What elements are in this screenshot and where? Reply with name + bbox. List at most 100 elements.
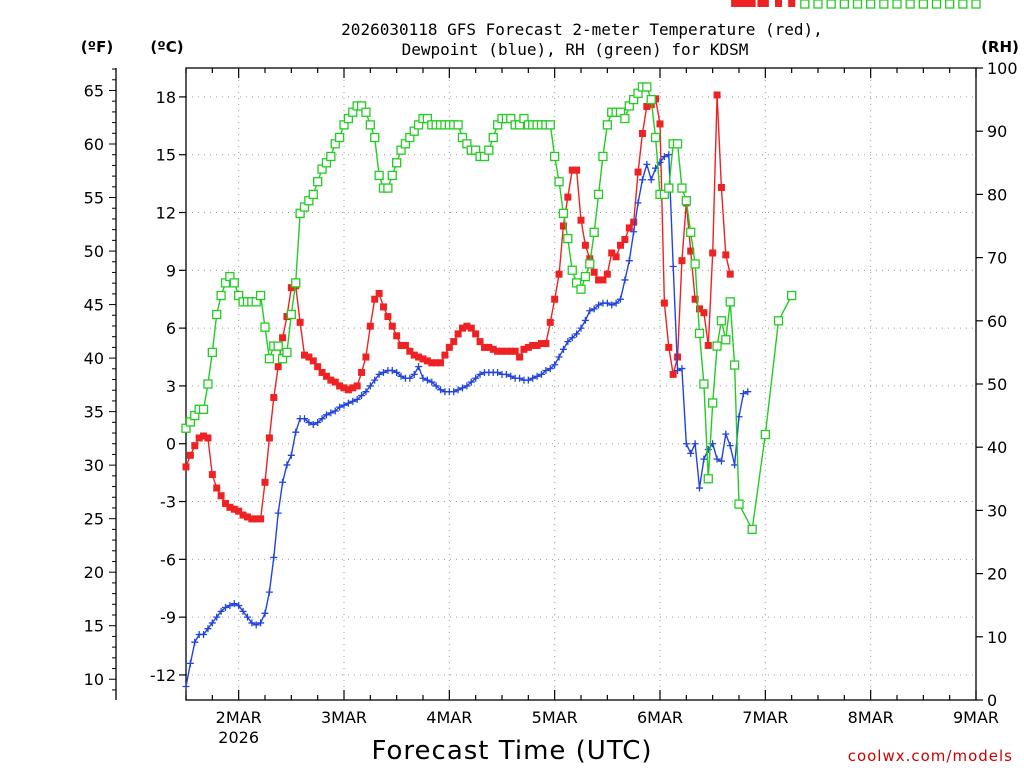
data-point xyxy=(318,368,326,376)
data-point xyxy=(699,379,709,389)
data-point xyxy=(292,428,300,436)
celsius-axis: 18 15 12 9 6 3 0 -3 -6 -9 -12 xyxy=(150,88,186,685)
data-point xyxy=(305,419,313,427)
data-point xyxy=(287,284,295,292)
data-point xyxy=(282,347,292,358)
data-point xyxy=(226,602,234,610)
data-point xyxy=(498,347,506,355)
data-point xyxy=(191,638,199,646)
data-point xyxy=(340,401,348,409)
data-point xyxy=(450,338,458,346)
data-point xyxy=(191,442,199,450)
data-point xyxy=(358,368,366,376)
data-point xyxy=(721,335,731,345)
data-point xyxy=(918,0,928,9)
data-point xyxy=(558,208,569,219)
data-point xyxy=(617,241,624,249)
data-point xyxy=(580,271,591,282)
data-point xyxy=(291,278,301,288)
data-point xyxy=(239,607,247,615)
data-point xyxy=(581,316,589,324)
data-point xyxy=(230,600,238,608)
data-point xyxy=(358,392,366,400)
data-point xyxy=(511,347,519,355)
data-point xyxy=(533,341,541,349)
data-point xyxy=(366,322,374,330)
data-point xyxy=(441,351,449,359)
data-point xyxy=(813,0,823,9)
data-point xyxy=(208,619,216,627)
data-point xyxy=(374,170,384,181)
rh-tick-label: 50 xyxy=(987,375,1007,394)
data-point xyxy=(445,343,453,351)
data-point xyxy=(182,463,190,471)
data-point xyxy=(459,384,466,392)
data-point xyxy=(336,403,344,411)
data-point xyxy=(546,365,554,373)
data-point xyxy=(423,376,431,384)
data-point xyxy=(712,341,722,351)
data-point xyxy=(703,474,713,484)
data-point xyxy=(931,0,942,9)
data-point xyxy=(260,322,270,332)
data-point xyxy=(687,247,695,255)
rh-tick-label: 80 xyxy=(987,185,1007,204)
data-point xyxy=(484,145,494,155)
data-point xyxy=(392,158,402,168)
data-point xyxy=(634,199,642,207)
data-point xyxy=(595,276,603,284)
data-point xyxy=(198,404,209,414)
data-point xyxy=(691,440,699,448)
data-point xyxy=(866,0,876,9)
data-point xyxy=(656,120,664,128)
data-point xyxy=(406,347,414,355)
data-point xyxy=(375,289,383,297)
data-point xyxy=(586,307,594,315)
data-point xyxy=(590,268,598,276)
data-point xyxy=(423,357,431,365)
rh-tick-label: 30 xyxy=(987,501,1007,520)
celsius-tick-label: -3 xyxy=(160,493,176,512)
data-point xyxy=(472,374,480,382)
fahrenheit-tick-label: 30 xyxy=(84,456,104,475)
data-point xyxy=(555,270,563,278)
fahrenheit-unit-label: (ºF) xyxy=(81,38,113,56)
data-point xyxy=(217,492,225,500)
rh-tick-label: 60 xyxy=(987,312,1007,331)
data-point xyxy=(366,382,374,390)
fahrenheit-tick-label: 35 xyxy=(84,403,104,422)
data-point xyxy=(630,228,638,236)
data-point xyxy=(529,374,537,382)
data-point xyxy=(643,160,651,168)
data-point xyxy=(388,322,396,330)
data-point xyxy=(971,0,981,9)
source-credit: coolwx.com/models xyxy=(848,747,1013,765)
data-point xyxy=(273,341,283,351)
data-point xyxy=(397,372,405,380)
data-point xyxy=(704,341,712,349)
series-relative-humidity xyxy=(181,0,981,535)
data-point xyxy=(731,461,739,469)
data-point xyxy=(576,284,586,294)
data-point xyxy=(432,359,440,367)
data-point xyxy=(564,338,572,346)
data-point xyxy=(235,507,243,515)
data-point xyxy=(722,251,730,259)
data-point xyxy=(748,0,756,7)
data-point xyxy=(213,613,221,621)
data-point xyxy=(265,588,273,596)
data-point xyxy=(731,0,739,7)
data-point xyxy=(318,415,326,423)
data-point xyxy=(665,343,673,351)
series-dewpoint xyxy=(182,151,752,691)
rh-tick-label: 90 xyxy=(987,122,1007,141)
time-tick-label: 8MAR xyxy=(848,708,894,727)
data-point xyxy=(690,259,700,269)
data-point xyxy=(344,399,352,407)
data-point xyxy=(621,235,629,243)
data-point xyxy=(182,683,190,691)
data-point xyxy=(217,607,225,615)
data-point xyxy=(612,253,620,261)
data-point xyxy=(362,353,370,361)
